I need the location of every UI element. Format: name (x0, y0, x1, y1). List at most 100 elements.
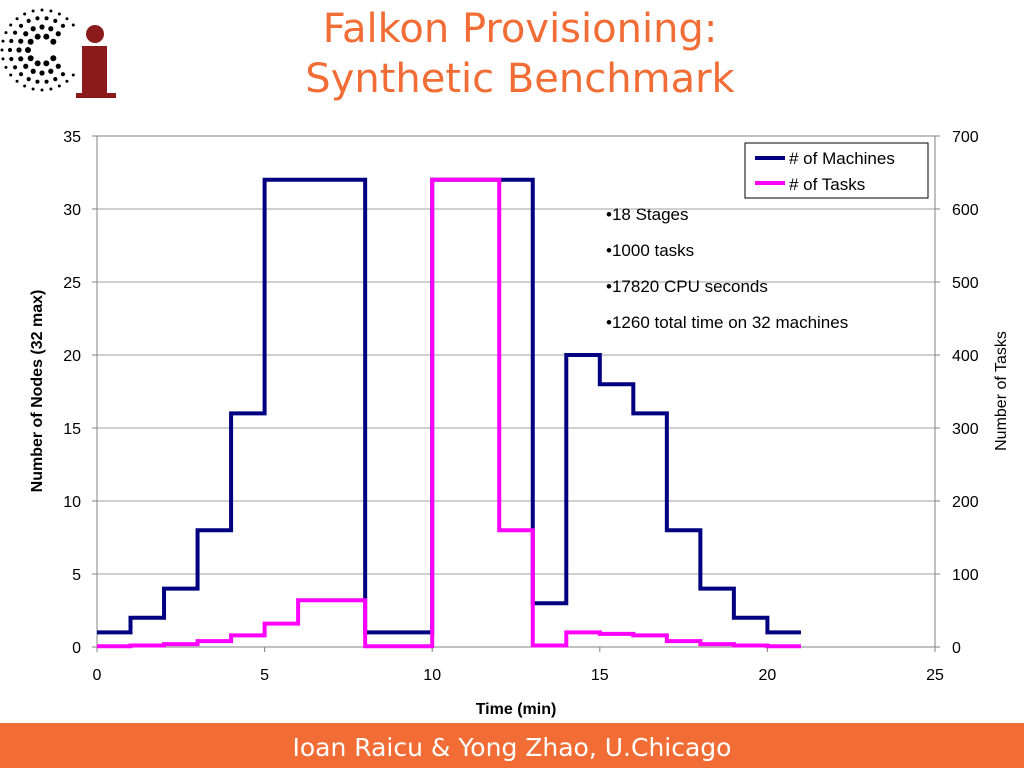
series-machines-line (97, 177, 801, 635)
logo-dot (9, 73, 13, 77)
logo-dot (31, 9, 35, 13)
page-title: Falkon Provisioning: Synthetic Benchmark (150, 4, 890, 104)
logo-dot (34, 33, 41, 40)
logo-dot (26, 77, 31, 82)
logo-dot (65, 17, 69, 21)
logo-dot (7, 47, 13, 53)
logo-dot (53, 77, 58, 82)
y-tick-label: 0 (72, 640, 81, 657)
y2-tick-label: 200 (952, 494, 979, 511)
y-tick-label: 30 (63, 202, 81, 219)
logo-dot (57, 12, 61, 16)
logo-dot (25, 47, 31, 53)
logo-dot (50, 38, 57, 45)
logo-dot (48, 68, 54, 74)
y2-tick-label: 400 (952, 348, 979, 365)
logo-dot (44, 16, 49, 21)
title-line-2: Synthetic Benchmark (305, 56, 735, 102)
logo-dot (39, 24, 45, 30)
logo (0, 8, 116, 98)
y2-tick-label: 0 (952, 640, 961, 657)
x-axis-ticks: 0 5 10 15 20 25 (93, 647, 944, 684)
logo-dot (40, 8, 44, 12)
logo-dot (55, 63, 61, 69)
logo-dot (30, 68, 36, 74)
logo-dot (18, 56, 24, 62)
y-axis-ticks: 0 5 10 15 20 25 30 35 (63, 129, 97, 657)
title-line-1: Falkon Provisioning: (322, 6, 718, 52)
logo-dot (53, 18, 58, 23)
logo-dot (1, 57, 5, 61)
annotation-tasks: •1000 tasks (606, 241, 694, 260)
footer-bar: Ioan Raicu & Yong Zhao, U.Chicago (0, 723, 1024, 768)
logo-dot (39, 70, 45, 76)
logo-dot (71, 73, 75, 77)
logo-dot (35, 79, 40, 84)
logo-dot (49, 87, 53, 91)
logo-dot (65, 79, 69, 83)
logo-dot (40, 88, 44, 92)
plot-area (96, 135, 936, 648)
logo-dot (9, 38, 14, 44)
x-tick-label: 15 (591, 667, 609, 684)
x-tick-label: 5 (260, 667, 269, 684)
y2-tick-label: 500 (952, 275, 979, 292)
logo-dot (18, 23, 24, 28)
y-tick-label: 15 (63, 421, 81, 438)
logo-dot (16, 47, 22, 53)
legend-label-machines: # of Machines (789, 149, 895, 168)
chart: 0 5 10 15 20 25 30 35 0 100 200 300 400 500 600 700 0 5… (29, 129, 1010, 718)
logo-dot (23, 31, 29, 37)
y-tick-label: 10 (63, 494, 81, 511)
series-lines (97, 177, 801, 649)
logo-dot (26, 18, 31, 23)
annotation-total-time: •1260 total time on 32 machines (606, 313, 848, 332)
footer-text: Ioan Raicu & Yong Zhao, U.Chicago (292, 733, 732, 762)
logo-dot (31, 87, 35, 91)
logo-dot (43, 33, 50, 40)
logo-dot (12, 30, 18, 35)
y2-tick-label: 700 (952, 129, 979, 146)
y2-tick-label: 300 (952, 421, 979, 438)
logo-letter-stem (82, 46, 107, 96)
logo-dot (50, 55, 57, 62)
y-tick-label: 35 (63, 129, 81, 146)
logo-dot (12, 65, 18, 70)
logo-dot (30, 26, 36, 32)
x-tick-label: 0 (93, 667, 102, 684)
grid-lines (97, 208, 935, 575)
legend-box (744, 142, 929, 199)
logo-letter-dot (86, 25, 104, 43)
logo-dot (27, 38, 34, 45)
y2-tick-label: 600 (952, 202, 979, 219)
logo-dot (49, 9, 53, 13)
logo-dot (71, 23, 75, 27)
y-tick-label: 5 (72, 567, 81, 584)
y2-tick-label: 100 (952, 567, 979, 584)
logo-dot (48, 26, 54, 32)
y-axis-label: Number of Nodes (32 max) (29, 290, 46, 493)
logo-letter-serif (76, 93, 116, 98)
logo-dot (4, 65, 8, 69)
logo-dot (60, 72, 66, 77)
annotation-stages: •18 Stages (606, 205, 689, 224)
x-tick-label: 20 (759, 667, 777, 684)
logo-dot (34, 60, 41, 67)
logo-dot (23, 84, 27, 88)
logo-dot (4, 31, 8, 35)
logo-dot (18, 72, 24, 77)
y2-axis-ticks: 0 100 200 300 400 500 600 700 (935, 129, 979, 657)
x-tick-label: 25 (926, 667, 944, 684)
series-tasks-line (97, 177, 801, 649)
logo-dot (57, 84, 61, 88)
logo-dot (15, 17, 19, 21)
logo-dot (43, 60, 50, 67)
y2-axis-label: Number of Tasks (993, 331, 1010, 451)
logo-dot (55, 31, 61, 37)
logo-dot (44, 79, 49, 84)
logo-dot (27, 55, 34, 62)
logo-dot (23, 12, 27, 16)
legend-label-tasks: # of Tasks (789, 175, 865, 194)
logo-dot (0, 48, 4, 52)
x-axis-label: Time (min) (476, 701, 557, 718)
